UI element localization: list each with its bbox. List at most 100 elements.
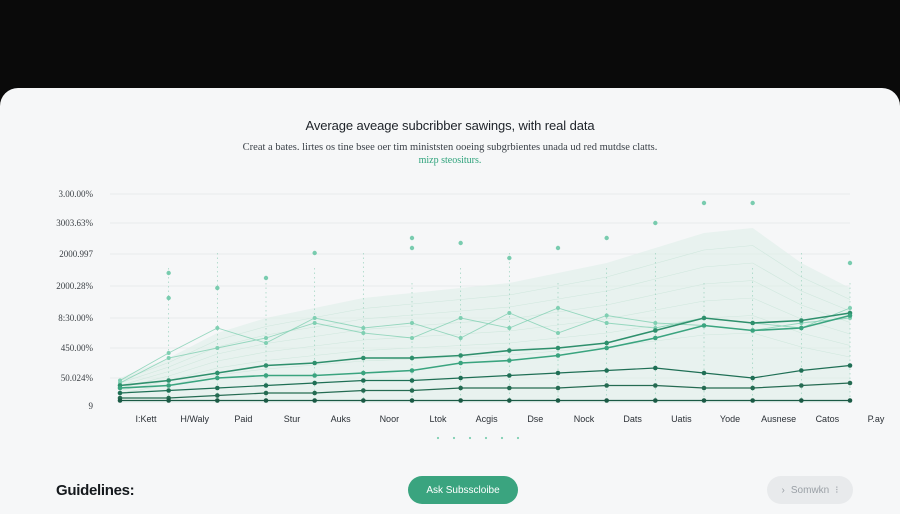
series-point	[166, 378, 171, 383]
axis-dot	[484, 436, 488, 440]
series-point	[701, 370, 707, 376]
series-point	[361, 355, 366, 361]
series-point	[799, 325, 804, 331]
scatter-point	[263, 275, 269, 281]
series-point	[555, 353, 561, 358]
guidelines-label: Guidelines:	[56, 482, 135, 499]
series-point	[361, 398, 366, 403]
series-point	[701, 323, 707, 328]
series-point	[263, 363, 269, 368]
series-point	[653, 365, 658, 371]
series-point	[263, 398, 269, 403]
series-point	[507, 373, 512, 378]
scatter-point	[166, 295, 171, 301]
series-point	[409, 355, 415, 361]
scatter-point	[847, 260, 853, 266]
series-point	[847, 380, 853, 386]
series-point	[555, 345, 561, 351]
series-point	[117, 385, 123, 391]
series-point	[458, 375, 463, 381]
light-series-point	[264, 336, 268, 340]
area-contour-line	[119, 245, 851, 381]
series-point	[117, 390, 123, 396]
x-tick-label: Uatis	[671, 414, 692, 424]
series-line	[120, 382, 851, 399]
series-point	[555, 370, 561, 376]
series-point	[847, 313, 853, 318]
x-tick-label: Stur	[284, 414, 301, 424]
x-tick-label: I:Kett	[135, 414, 157, 424]
series-point	[750, 328, 755, 333]
series-point	[604, 345, 609, 351]
area-contour-line	[119, 315, 851, 391]
y-tick-label: 50.024%	[61, 373, 94, 383]
x-tick-label: Paid	[234, 414, 252, 424]
series-point	[799, 318, 804, 323]
light-series-point	[215, 326, 220, 330]
series-point	[215, 393, 220, 398]
y-tick-label: 3.00.00%	[59, 189, 94, 199]
scatter-point	[750, 200, 755, 206]
x-tick-label: Acgis	[476, 414, 499, 424]
series-point	[458, 360, 463, 366]
series-line	[119, 364, 851, 394]
series-point	[458, 353, 463, 358]
series-point	[653, 383, 658, 388]
chevron-right-icon: ›	[781, 484, 785, 496]
x-tick-label: Dats	[623, 414, 642, 424]
light-series-point	[118, 378, 122, 383]
series-point	[409, 368, 415, 373]
secondary-button-label: Somwkn	[790, 484, 830, 496]
series-point	[555, 385, 561, 391]
light-series-point	[410, 336, 414, 340]
x-tick-label: Ltok	[429, 414, 447, 424]
series-point	[361, 370, 366, 376]
series-point	[312, 360, 317, 366]
ask-subscribe-button[interactable]: Ask Subsscloibe	[408, 476, 518, 504]
light-series-point	[604, 321, 609, 325]
series-point	[166, 398, 171, 403]
series-point	[653, 398, 658, 403]
series-point	[799, 398, 804, 403]
axis-dot	[436, 436, 440, 440]
series-point	[847, 398, 853, 403]
series-point	[263, 373, 269, 378]
x-tick-label: H/Waly	[180, 414, 209, 424]
scatter-point	[458, 240, 463, 246]
series-point	[750, 375, 755, 381]
x-tick-label: Dse	[527, 414, 543, 424]
series-point	[701, 398, 707, 403]
y-tick-label: 2000.997	[59, 249, 93, 259]
light-series-point	[312, 316, 317, 320]
y-tick-label: 8:30.00%	[58, 313, 93, 323]
x-tick-label: Yode	[720, 414, 740, 424]
light-series-point	[848, 306, 852, 310]
series-point	[263, 383, 269, 388]
light-series-point	[361, 326, 366, 330]
series-point	[555, 398, 561, 403]
axis-dot	[516, 436, 520, 440]
series-point	[409, 378, 415, 383]
axis-dot	[452, 436, 456, 440]
scatter-point	[555, 245, 561, 251]
x-tick-label: Noor	[380, 414, 400, 424]
series-point	[701, 385, 707, 391]
series-point	[799, 383, 804, 388]
light-series-point	[458, 336, 463, 340]
light-series-point	[507, 311, 512, 315]
light-series-point	[166, 351, 171, 355]
series-point	[653, 328, 658, 333]
light-series-point	[653, 321, 658, 325]
light-series-point	[458, 316, 463, 320]
series-point	[312, 390, 317, 396]
scatter-point	[701, 200, 707, 206]
area-contour-line	[119, 280, 851, 386]
x-tick-label: Ausnese	[761, 414, 796, 424]
light-series-point	[166, 356, 171, 360]
chart-title: Average aveage subcribber sawings, with …	[305, 118, 595, 133]
light-series-point	[361, 331, 366, 335]
series-point	[604, 398, 609, 403]
light-series-point	[556, 306, 560, 310]
secondary-button[interactable]: › Somwkn ⁝	[767, 476, 853, 504]
scatter-point	[215, 285, 220, 291]
